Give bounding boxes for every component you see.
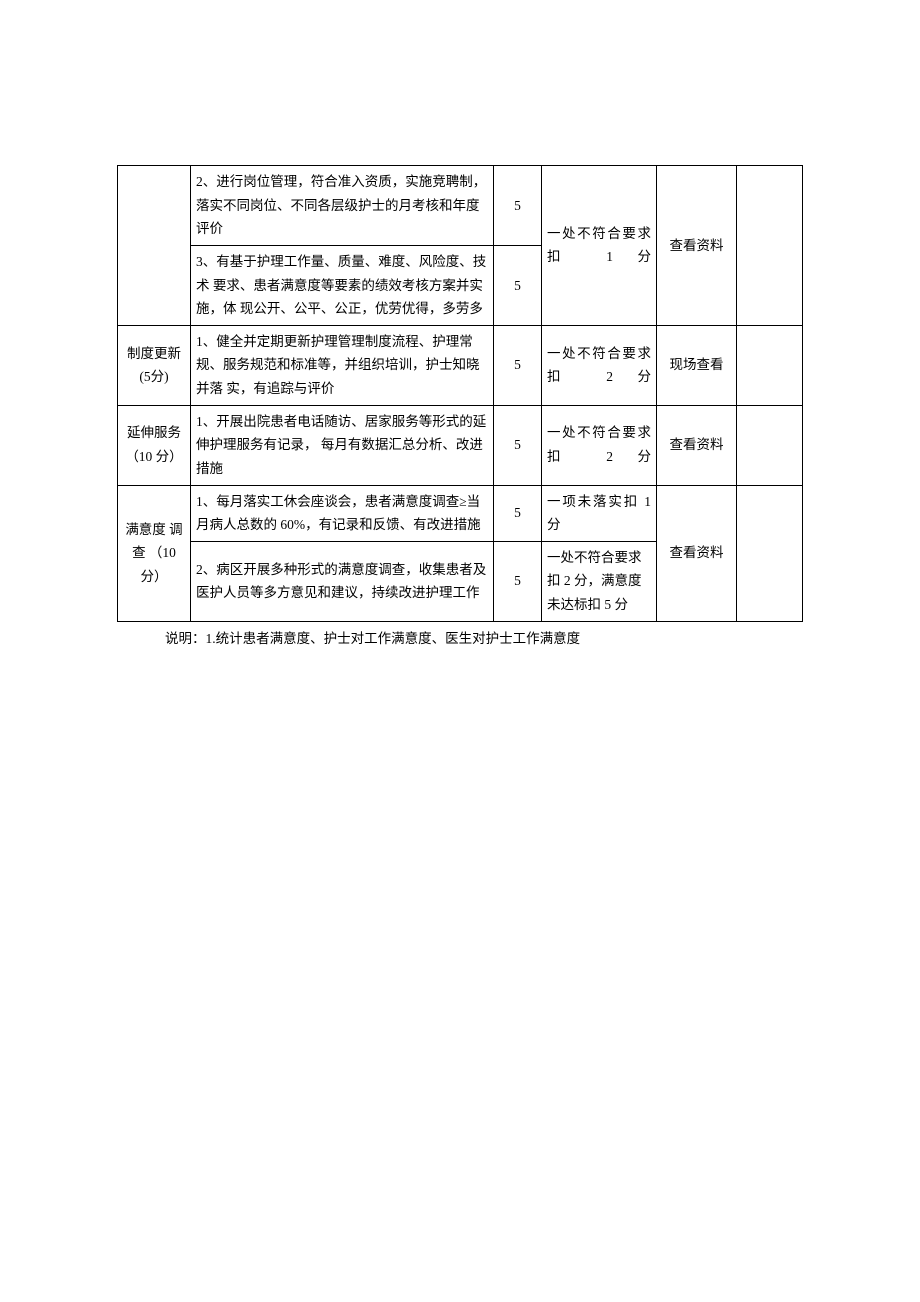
empty-cell: [737, 325, 803, 405]
item-cell: 2、进行岗位管理，符合准入资质，实施竞聘制，落实不同岗位、不同各层级护士的月考核…: [191, 166, 494, 246]
criteria-cell: 一处不符合要求扣 2 分，满意度未达标扣 5 分: [542, 541, 657, 621]
empty-cell: [737, 405, 803, 485]
score-cell: 5: [494, 245, 542, 325]
method-cell: 现场查看: [657, 325, 737, 405]
method-cell: 查看资料: [657, 485, 737, 621]
category-cell: 制度更新(5分): [118, 325, 191, 405]
category-cell: 延伸服务 （10 分）: [118, 405, 191, 485]
score-cell: 5: [494, 541, 542, 621]
empty-cell: [737, 166, 803, 326]
item-cell: 1、每月落实工休会座谈会，患者满意度调查≥当月病人总数的 60%，有记录和反馈、…: [191, 485, 494, 541]
table-row: 2、进行岗位管理，符合准入资质，实施竞聘制，落实不同岗位、不同各层级护士的月考核…: [118, 166, 803, 246]
empty-cell: [737, 485, 803, 621]
criteria-cell: 一处不符合要求扣 1 分: [542, 166, 657, 326]
table-row: 延伸服务 （10 分） 1、开展出院患者电话随访、居家服务等形式的延伸护理服务有…: [118, 405, 803, 485]
item-cell: 1、开展出院患者电话随访、居家服务等形式的延伸护理服务有记录， 每月有数据汇总分…: [191, 405, 494, 485]
item-cell: 1、健全并定期更新护理管理制度流程、护理常规、服务规范和标准等，并组织培训，护士…: [191, 325, 494, 405]
table-row: 制度更新(5分) 1、健全并定期更新护理管理制度流程、护理常规、服务规范和标准等…: [118, 325, 803, 405]
score-cell: 5: [494, 485, 542, 541]
method-cell: 查看资料: [657, 405, 737, 485]
criteria-cell: 一处不符合要求扣 2 分: [542, 405, 657, 485]
item-cell: 2、病区开展多种形式的满意度调查，收集患者及医护人员等多方意见和建议，持续改进护…: [191, 541, 494, 621]
criteria-cell: 一项未落实扣 1 分: [542, 485, 657, 541]
footnote: 说明：1.统计患者满意度、护士对工作满意度、医生对护士工作满意度: [117, 622, 803, 650]
item-cell: 3、有基于护理工作量、质量、难度、风险度、技术 要求、患者满意度等要素的绩效考核…: [191, 245, 494, 325]
evaluation-table: 2、进行岗位管理，符合准入资质，实施竞聘制，落实不同岗位、不同各层级护士的月考核…: [117, 165, 803, 622]
criteria-cell: 一处不符合要求扣 2 分: [542, 325, 657, 405]
score-cell: 5: [494, 325, 542, 405]
category-cell: 满意度 调查 （10 分）: [118, 485, 191, 621]
score-cell: 5: [494, 166, 542, 246]
score-cell: 5: [494, 405, 542, 485]
category-cell: [118, 166, 191, 326]
table-row: 满意度 调查 （10 分） 1、每月落实工休会座谈会，患者满意度调查≥当月病人总…: [118, 485, 803, 541]
method-cell: 查看资料: [657, 166, 737, 326]
